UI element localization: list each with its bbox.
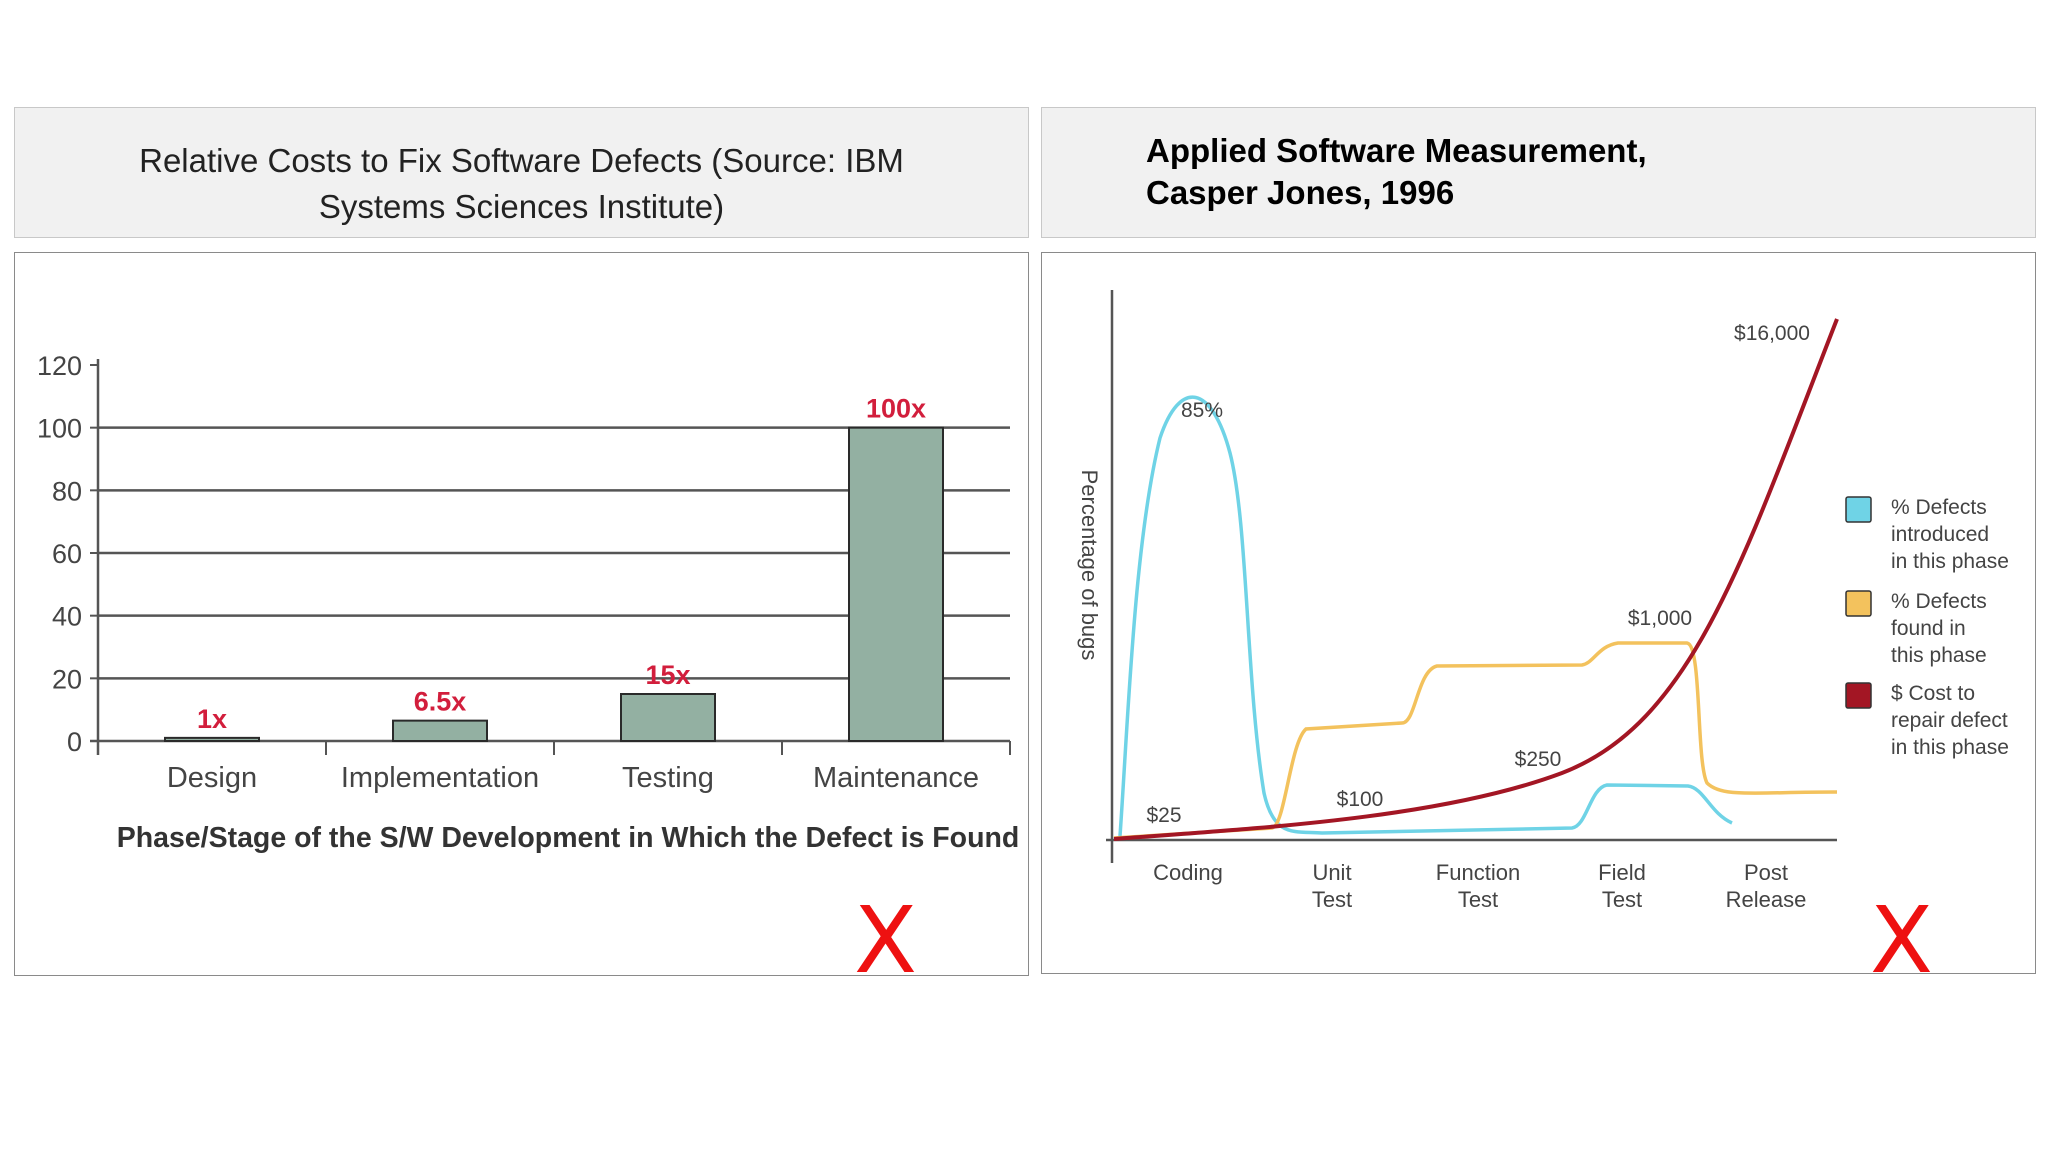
y-tick-label: 100 (37, 414, 82, 444)
cost-label: $250 (1515, 748, 1562, 771)
series-defects-introduced-line (1118, 395, 1733, 837)
legend-swatch (1845, 496, 1872, 523)
bar-design (164, 736, 260, 743)
y-tick-label: 40 (52, 602, 82, 632)
cost-label: $25 (1146, 804, 1181, 827)
y-axis-title: Percentage of bugs (1077, 470, 1102, 661)
bar-data-label: 6.5x (414, 687, 467, 717)
right-chart-panel: Percentage of bugs Coding Unit Test Function… (1041, 252, 2036, 974)
legend-swatch (1845, 590, 1872, 617)
series-cost-line (1113, 318, 1839, 841)
right-title-line2: Casper Jones, 1996 (1146, 174, 1455, 211)
legend-label: found in (1891, 617, 1966, 640)
legend-label: % Defects (1891, 590, 1987, 613)
y-tick-label: 20 (52, 664, 82, 694)
x-tick-label: Testing (622, 762, 714, 794)
x-tick-label: Test (1458, 887, 1498, 912)
x-tick-label: Post (1744, 860, 1788, 885)
y-tick-label: 80 (52, 476, 82, 506)
cost-label: $1,000 (1628, 607, 1692, 630)
bar-testing (620, 693, 716, 742)
right-chart-header: Applied Software Measurement, Casper Jon… (1041, 107, 2036, 238)
y-tick-label: 0 (67, 727, 82, 757)
legend-swatch (1845, 682, 1872, 709)
legend-label: % Defects (1891, 496, 1987, 519)
legend-label: repair defect (1891, 709, 2008, 732)
x-tick-label: Coding (1153, 860, 1223, 885)
bar-data-label: 15x (645, 660, 690, 690)
bar-chart: 0 20 40 60 80 100 120 1x Design 6.5x Implementatio… (37, 351, 1020, 854)
legend-label: introduced (1891, 523, 1989, 546)
cost-label: $100 (1337, 788, 1384, 811)
bar-maintenance (848, 426, 944, 743)
x-tick-label: Field (1598, 860, 1646, 885)
y-tick-label: 120 (37, 351, 82, 381)
bar-data-label: 1x (197, 704, 227, 734)
x-tick-label: Unit (1312, 860, 1351, 885)
x-axis-title: Phase/Stage of the S/W Development in Wh… (117, 822, 1020, 854)
x-tick-label: Release (1726, 887, 1807, 912)
cost-label: $16,000 (1734, 322, 1810, 345)
x-tick-label: Design (167, 762, 257, 794)
right-chart-title: Applied Software Measurement, Casper Jon… (1146, 130, 1647, 214)
y-tick-label: 60 (52, 539, 82, 569)
x-tick-label: Implementation (341, 762, 539, 794)
left-x-mark: X (854, 887, 918, 994)
x-tick-label: Maintenance (813, 762, 979, 794)
x-tick-label: Test (1312, 887, 1352, 912)
peak-label: 85% (1181, 399, 1223, 422)
legend-label: in this phase (1891, 550, 2009, 573)
legend-label: in this phase (1891, 736, 2009, 759)
series-defects-found-line (1113, 641, 1838, 840)
x-tick-label: Test (1602, 887, 1642, 912)
x-tick-label: Function (1436, 860, 1520, 885)
legend-label: $ Cost to (1891, 682, 1975, 705)
right-x-mark: X (1870, 887, 1934, 994)
bar-data-label: 100x (866, 394, 926, 424)
bar-implementation (392, 719, 488, 742)
left-chart-title: Relative Costs to Fix Software Defects (… (139, 142, 904, 225)
left-chart-header: Relative Costs to Fix Software Defects (… (14, 107, 1029, 238)
left-chart-panel: 0 20 40 60 80 100 120 1x Design 6.5x Implementatio… (14, 252, 1029, 976)
legend-label: this phase (1891, 644, 1987, 667)
right-title-line1: Applied Software Measurement, (1146, 132, 1647, 169)
